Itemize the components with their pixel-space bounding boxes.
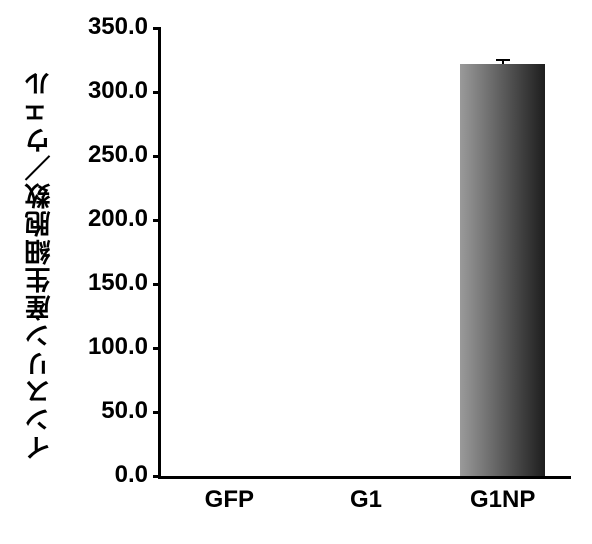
plot-area: GFPG1G1NP xyxy=(158,28,571,479)
y-axis-label-text: インスリン産生細胞数／ウェル xyxy=(20,69,57,461)
category-label: GFP xyxy=(205,476,254,514)
y-tick-mark xyxy=(153,27,161,30)
category-label: G1NP xyxy=(470,476,535,514)
y-tick-mark xyxy=(153,219,161,222)
y-tick-label: 250.0 xyxy=(58,141,148,169)
y-tick-labels: 0.0 50.0 100.0 150.0 200.0 250.0 300.0 350.0 xyxy=(58,0,148,544)
y-tick-label: 100.0 xyxy=(58,333,148,361)
y-axis-label: インスリン産生細胞数／ウェル xyxy=(22,20,54,510)
y-tick-mark xyxy=(153,347,161,350)
y-tick-label: 200.0 xyxy=(58,205,148,233)
y-tick-label: 0.0 xyxy=(58,461,148,489)
bar-fill xyxy=(460,64,545,476)
y-tick-label: 150.0 xyxy=(58,269,148,297)
category-label: G1 xyxy=(350,476,382,514)
y-tick-mark xyxy=(153,475,161,478)
y-tick-label: 50.0 xyxy=(58,397,148,425)
y-tick-mark xyxy=(153,91,161,94)
y-tick-label: 300.0 xyxy=(58,77,148,105)
y-tick-label: 350.0 xyxy=(58,13,148,41)
y-tick-mark xyxy=(153,411,161,414)
error-bar xyxy=(496,59,510,64)
bar xyxy=(460,64,545,476)
insulin-cell-count-chart: インスリン産生細胞数／ウェル 0.0 50.0 100.0 150.0 200.0 250… xyxy=(0,0,592,544)
y-tick-mark xyxy=(153,283,161,286)
y-tick-mark xyxy=(153,155,161,158)
